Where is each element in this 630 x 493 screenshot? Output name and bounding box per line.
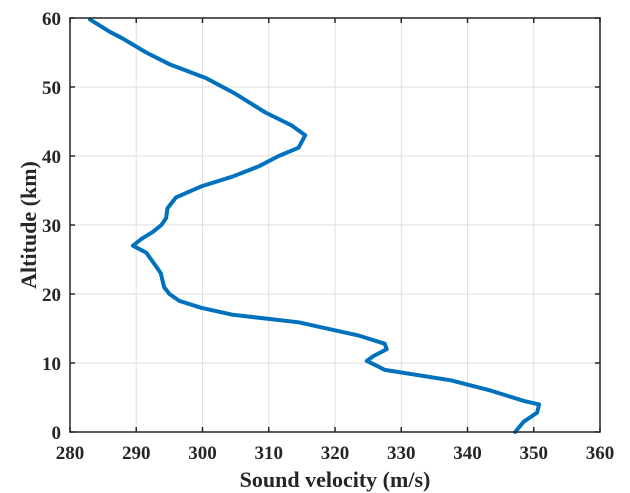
y-tick-labels: 0 10 20 30 40 50 60 xyxy=(42,9,61,444)
x-tick-label: 320 xyxy=(321,443,350,464)
x-tick-labels: 280 290 300 310 320 330 340 350 360 xyxy=(56,443,615,464)
y-tick-label: 40 xyxy=(42,147,61,168)
y-axis-label: Altitude (km) xyxy=(16,161,41,289)
y-tick-label: 50 xyxy=(42,78,61,99)
y-tick-label: 20 xyxy=(42,285,61,306)
y-tick-label: 10 xyxy=(42,354,61,375)
x-axis-label: Sound velocity (m/s) xyxy=(240,467,431,492)
x-tick-label: 330 xyxy=(387,443,416,464)
x-tick-label: 340 xyxy=(453,443,482,464)
x-tick-label: 280 xyxy=(56,443,85,464)
x-tick-label: 360 xyxy=(586,443,615,464)
axes-box xyxy=(69,17,601,433)
x-tick-label: 350 xyxy=(520,443,549,464)
sound-velocity-profile-line xyxy=(87,17,542,434)
y-tick-label: 0 xyxy=(52,423,62,444)
grid-lines xyxy=(69,17,601,433)
x-tick-label: 290 xyxy=(122,443,151,464)
x-tick-label: 310 xyxy=(255,443,284,464)
y-tick-label: 30 xyxy=(42,216,61,237)
y-tick-label: 60 xyxy=(42,9,61,30)
x-tick-label: 300 xyxy=(188,443,217,464)
